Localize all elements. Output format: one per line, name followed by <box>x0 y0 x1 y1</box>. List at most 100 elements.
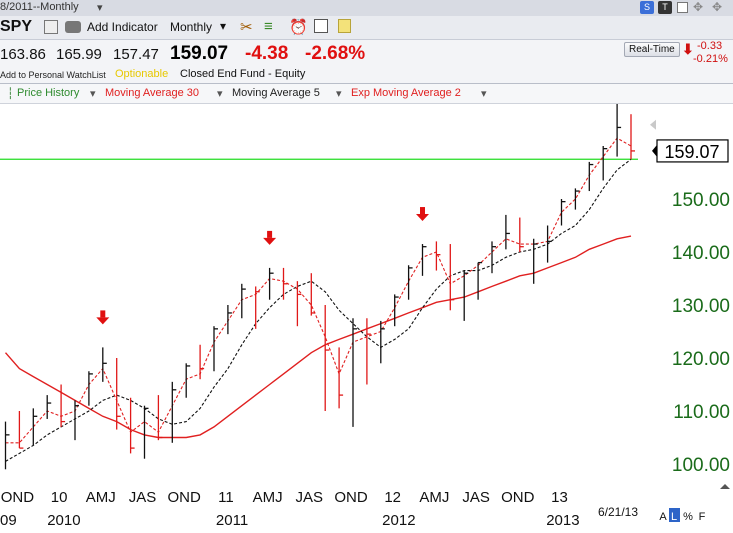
y-tick-label: 100.00 <box>672 455 730 476</box>
rt-change: -0.33 <box>697 40 723 52</box>
price-bar <box>213 326 218 372</box>
price-bar <box>630 114 635 160</box>
last-price-box-label: 159.07 <box>664 142 719 162</box>
footer-date: 6/21/13 <box>598 505 638 519</box>
scale-option-selected-bg <box>669 508 680 522</box>
price-bar <box>338 347 344 409</box>
y-tick-label-partial: 150.00 <box>672 190 730 211</box>
price-bar <box>616 104 622 157</box>
alarm-clock-icon[interactable]: ⏰ <box>289 19 308 36</box>
fund-type: Closed End Fund - Equity <box>180 68 306 80</box>
chart-period-title[interactable]: 8/2011--Monthly <box>0 1 79 13</box>
price-bar <box>449 244 455 311</box>
red-arrow-marker <box>416 207 429 222</box>
interval-select[interactable]: Monthly <box>170 20 213 34</box>
quote-bar: 163.86 165.99 157.47 159.07 -4.38 -2.68%… <box>0 40 733 84</box>
y-tick-label: 130.00 <box>672 296 730 317</box>
pin-icon[interactable]: ✥ <box>712 0 723 14</box>
study-bar-handle-icon[interactable]: ┆ <box>7 88 14 100</box>
price-bars-layer <box>4 104 635 470</box>
chevron-down-icon[interactable]: ▾ <box>336 88 342 100</box>
save-icon[interactable] <box>677 2 688 13</box>
x-tick-label: 10 <box>51 489 68 506</box>
add-to-watchlist-link[interactable]: Add to Personal WatchList <box>0 70 106 80</box>
title-bar: 8/2011--Monthly ▾ S T ✥ ✥ <box>0 0 733 16</box>
red-arrow-head <box>96 317 110 325</box>
low-price: 157.47 <box>113 46 159 63</box>
draw-tools-icon[interactable]: ✂ <box>240 19 253 36</box>
price-bar <box>241 283 246 319</box>
price-bar <box>102 347 107 382</box>
price-bar <box>352 318 357 427</box>
study-bar: ┆ Price History ▾ Moving Average 30 ▾ Mo… <box>0 84 733 104</box>
price-bar <box>46 395 52 419</box>
price-bar <box>143 405 149 459</box>
x-year-label: 2013 <box>546 512 579 529</box>
scale-option: F <box>699 511 706 523</box>
chevron-down-icon[interactable]: ▾ <box>481 88 487 100</box>
x-tick-label: AMJ <box>253 489 283 506</box>
print-icon[interactable] <box>65 21 81 33</box>
study-price-history[interactable]: Price History <box>17 87 80 99</box>
x-year-label: 2011 <box>216 512 248 529</box>
price-bar <box>421 244 427 276</box>
chart-type-icon[interactable]: ≡ <box>264 18 273 35</box>
price-bar <box>157 395 163 441</box>
x-tick-label: 13 <box>551 489 568 506</box>
toolbar: SPY Add Indicator Monthly ▾ ✂ ≡ ⏰ <box>0 16 733 40</box>
scale-option: A <box>659 511 667 523</box>
study-ma30[interactable]: Moving Average 30 <box>105 87 199 99</box>
red-arrow-shaft <box>100 310 106 318</box>
y-tick-label: 120.00 <box>672 349 730 370</box>
price-bar <box>227 305 232 335</box>
change-percent: -2.68% <box>305 43 366 64</box>
price-bar <box>116 358 121 430</box>
ema2-line <box>5 137 632 444</box>
ma5-layer <box>5 158 632 462</box>
symbol-label[interactable]: SPY <box>0 18 33 35</box>
x-tick-label: OND <box>334 489 368 506</box>
chevron-down-icon[interactable]: ▾ <box>97 2 103 14</box>
price-bar <box>324 305 330 411</box>
price-bar <box>477 261 483 300</box>
last-price: 159.07 <box>170 43 229 64</box>
calendar-icon[interactable] <box>314 19 328 33</box>
s-icon[interactable]: S <box>640 1 654 14</box>
t-icon[interactable]: T <box>658 1 672 14</box>
price-bar <box>533 238 538 284</box>
high-price: 165.99 <box>56 46 102 63</box>
price-bar <box>255 286 260 329</box>
realtime-button[interactable]: Real-Time <box>624 42 680 57</box>
last-price-pointer <box>652 144 657 157</box>
interval-chevron-down-icon[interactable]: ▾ <box>220 19 227 33</box>
price-chart[interactable]: 100.00 110.00 120.00 130.00 140.00 150.00 159.… <box>0 104 733 533</box>
x-tick-label: AMJ <box>86 489 116 506</box>
red-arrow-head <box>416 214 429 222</box>
price-bar <box>199 344 205 380</box>
chevron-down-icon[interactable]: ▾ <box>217 88 223 100</box>
x-tick-label: OND <box>501 489 535 506</box>
x-tick-label: AMJ <box>419 489 449 506</box>
price-bar <box>268 267 274 300</box>
add-indicator-button[interactable]: Add Indicator <box>87 20 158 34</box>
price-bar <box>560 199 566 226</box>
price-bar <box>366 318 371 385</box>
study-ema2[interactable]: Exp Moving Average 2 <box>351 87 461 99</box>
x-tick-label: OND <box>1 489 35 506</box>
price-bar <box>463 270 469 321</box>
list-icon[interactable] <box>44 20 58 34</box>
price-bar <box>546 225 552 263</box>
red-arrow-marker <box>96 310 110 325</box>
chevron-down-icon[interactable]: ▾ <box>90 88 96 100</box>
price-bar <box>74 400 79 441</box>
note-icon[interactable] <box>338 19 351 33</box>
move-icon[interactable]: ✥ <box>693 0 704 14</box>
red-arrow-head <box>263 237 277 245</box>
optionable-badge: Optionable <box>115 68 169 80</box>
y-tick-label: 140.00 <box>672 243 730 264</box>
study-ma5[interactable]: Moving Average 5 <box>232 87 320 99</box>
price-bar <box>380 320 385 364</box>
red-arrow-shaft <box>420 207 425 215</box>
price-bar <box>310 273 316 316</box>
y-axis: 100.00 110.00 120.00 130.00 140.00 150.00 159.… <box>650 119 730 476</box>
